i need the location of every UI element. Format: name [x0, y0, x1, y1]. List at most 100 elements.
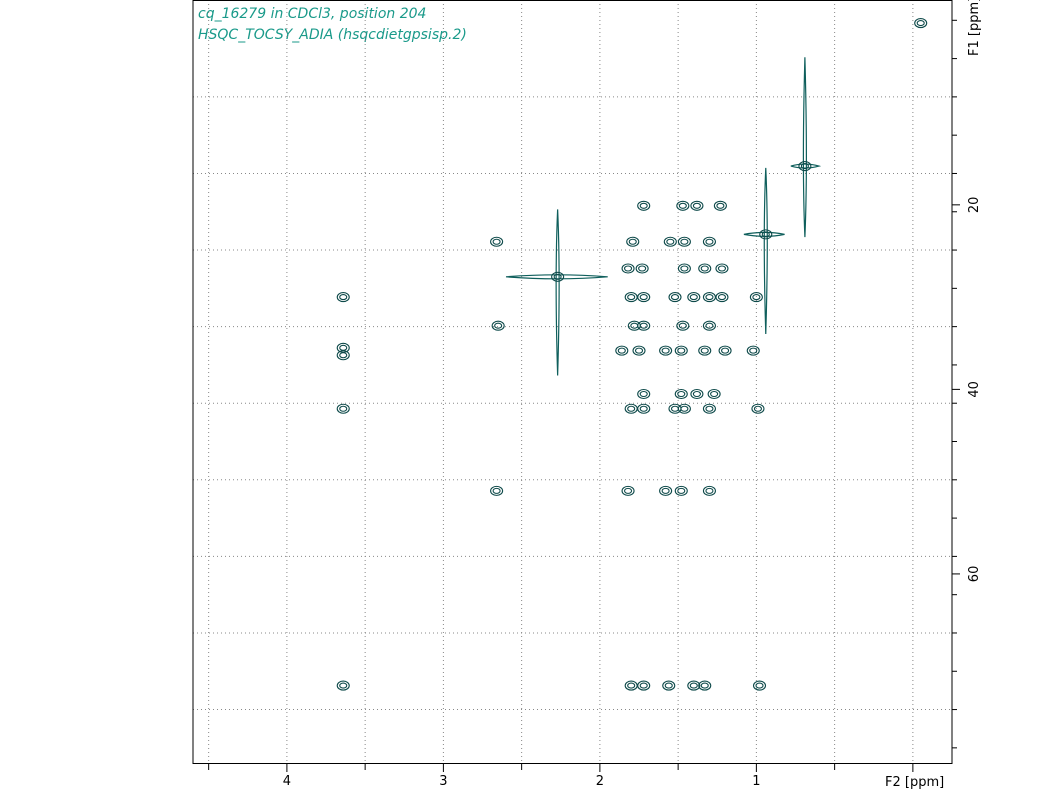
peak-contour-inner	[661, 487, 670, 494]
peak-contour-outer	[702, 320, 716, 331]
peak-contour-outer	[914, 18, 928, 29]
peak	[677, 263, 691, 274]
peak	[707, 388, 721, 400]
peak-contour-outer	[715, 292, 729, 303]
peak-contour-inner	[624, 265, 633, 272]
peak-contour-outer	[698, 263, 712, 274]
peak	[698, 680, 712, 691]
peak-contour-outer	[637, 388, 651, 400]
peak	[698, 345, 712, 356]
peak-contour-outer	[749, 292, 763, 303]
y-tick-label: 20	[967, 197, 982, 214]
peak	[690, 200, 704, 211]
peak	[662, 680, 676, 691]
peak-contour-inner	[339, 682, 348, 689]
peak-contour-inner	[666, 238, 675, 245]
peak-contour-inner	[721, 347, 730, 354]
peak-contour-outer	[659, 485, 673, 496]
peak-contour-outer	[718, 345, 732, 356]
peak	[676, 200, 690, 211]
peak-contour-outer	[676, 320, 690, 331]
peak-contour-outer	[635, 263, 649, 274]
peak	[624, 292, 638, 303]
peak-contour-outer	[687, 292, 701, 303]
peak	[702, 236, 716, 247]
peak	[674, 345, 688, 356]
peak	[702, 485, 716, 496]
peak-contour-outer	[624, 403, 638, 414]
peak-contour-inner	[628, 238, 637, 245]
peak	[490, 236, 504, 247]
peak-contour-outer	[702, 403, 716, 414]
peak-contour-outer	[677, 236, 691, 247]
peak	[702, 292, 716, 303]
peak	[687, 292, 701, 303]
peak	[491, 320, 505, 331]
peak	[336, 680, 350, 691]
peak	[749, 292, 763, 303]
peak-contour-inner	[624, 487, 633, 494]
peak	[551, 271, 565, 282]
x-tick-label: 3	[439, 774, 447, 789]
peak-contour-inner	[630, 322, 639, 329]
peak-contour-outer	[637, 680, 651, 691]
peak-contour-inner	[677, 347, 686, 354]
peak-contour-inner	[680, 265, 689, 272]
peak-contour-outer	[491, 320, 505, 331]
peak-contour-outer	[626, 236, 640, 247]
peak-contour-inner	[700, 347, 709, 354]
peak	[637, 680, 651, 691]
peak-contour-inner	[492, 487, 501, 494]
peak-contour-inner	[678, 322, 687, 329]
ridge-0p69-horizontal	[790, 163, 822, 169]
peak	[336, 403, 350, 414]
ridge-2p27-horizontal	[505, 274, 608, 280]
peak	[702, 403, 716, 414]
peak-contour-inner	[639, 202, 648, 209]
peak-contour-outer	[490, 485, 504, 496]
peak-contour-inner	[677, 487, 686, 494]
peak	[624, 680, 638, 691]
peak-contour-outer	[674, 485, 688, 496]
peak	[615, 345, 629, 356]
peak-contour-outer	[336, 292, 350, 303]
peak-contour-outer	[702, 236, 716, 247]
peak-contour-inner	[705, 487, 714, 494]
spectrum-title: cq_16279 in CDCl3, position 204	[198, 6, 427, 22]
peak	[752, 680, 767, 691]
peak	[715, 263, 729, 274]
peak-contour-outer	[615, 345, 629, 356]
peak	[674, 388, 688, 400]
ridge-0p94-horizontal	[743, 231, 785, 237]
peak-contour-inner	[670, 405, 680, 412]
peak-contour-outer	[336, 403, 350, 414]
peak-contour-outer	[659, 345, 673, 356]
peak	[659, 345, 673, 356]
peak-contour-inner	[800, 163, 809, 170]
peak-contour-inner	[678, 202, 687, 209]
peak	[674, 485, 688, 496]
x-tick-label: 1	[752, 774, 760, 789]
peak-contour-inner	[716, 202, 725, 209]
peak	[668, 292, 682, 303]
peak	[627, 320, 641, 331]
x-axis-label: F2 [ppm]	[885, 775, 944, 790]
peak	[702, 320, 716, 331]
peak	[624, 403, 638, 414]
peak-contour-inner	[755, 682, 764, 689]
x-tick-label: 2	[596, 774, 604, 789]
peak-contour-outer	[715, 263, 729, 274]
peak	[626, 236, 640, 247]
experiment-title: HSQC_TOCSY_ADIA (hsqcdietgpsisp.2)	[198, 27, 467, 43]
x-tick-label: 4	[283, 774, 291, 789]
peak-contour-outer	[674, 388, 688, 400]
peak-contour-inner	[680, 405, 689, 412]
peak-contour-outer	[637, 403, 651, 414]
peak-contour-outer	[752, 680, 767, 691]
peak-contour-inner	[639, 682, 648, 689]
peak	[637, 320, 651, 331]
y-tick-label: 60	[967, 566, 982, 583]
peak	[637, 292, 651, 303]
peak-contour-outer	[687, 680, 701, 691]
peak-contour-inner	[705, 294, 714, 301]
